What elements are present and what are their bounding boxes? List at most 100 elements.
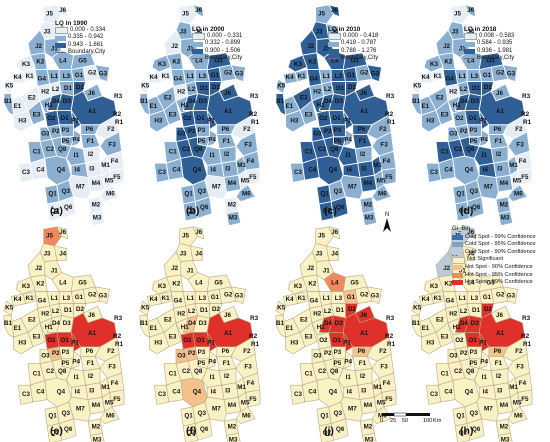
region-label-h1: H1: [45, 324, 54, 331]
region-label-j6: J6: [331, 7, 338, 14]
region-label-d4: D4: [460, 320, 469, 327]
region-label-m6: M6: [242, 191, 251, 198]
region-label-l2: L2: [52, 86, 60, 93]
region-label-p3: P3: [62, 349, 70, 356]
region-label-d2: D2: [484, 84, 493, 91]
legend-label: 0.000 - 0.334: [70, 27, 106, 34]
region-label-f2: F2: [515, 126, 523, 133]
caption-d: (d): [460, 205, 474, 217]
region-f3: [99, 353, 122, 379]
region-label-o2: O2: [47, 115, 56, 122]
region-label-j6: J6: [195, 229, 202, 236]
region-label-m1: M1: [101, 384, 110, 391]
region-label-q4: Q4: [57, 389, 66, 396]
region-label-f5: F5: [521, 396, 529, 403]
region-label-p3: P3: [198, 349, 206, 356]
region-j6: [328, 226, 340, 240]
region-m7: [204, 396, 227, 422]
legend-label: Cold Spot - 99% Confidence: [465, 233, 536, 240]
region-label-r1: R1: [523, 119, 532, 126]
region-label-r1: R1: [251, 341, 260, 348]
region-label-k2: K2: [444, 281, 453, 288]
region-label-k1: K1: [434, 73, 443, 80]
caption-e: (e): [50, 425, 63, 437]
region-p4: [342, 128, 354, 148]
region-label-l2: L2: [460, 308, 468, 315]
scale-tick-50: 50: [402, 418, 409, 424]
region-label-e2: E2: [436, 95, 444, 102]
region-label-g1: G1: [347, 72, 356, 79]
region-label-d4: D4: [188, 98, 197, 105]
region-label-f2: F2: [243, 126, 251, 133]
region-label-p4: P4: [480, 359, 488, 366]
region-label-f2: F2: [515, 348, 523, 355]
region-label-d2: D2: [348, 84, 357, 91]
region-label-q3: Q3: [198, 410, 207, 417]
region-label-c3: C3: [430, 391, 439, 398]
region-label-j4: J4: [195, 29, 202, 36]
region-label-c1: C1: [169, 371, 178, 378]
gi-bin-legend: Gi_Bin Cold Spot - 99% Confidence Cold S…: [452, 226, 536, 287]
region-label-j3: J3: [44, 251, 51, 258]
region-label-h2: H2: [41, 89, 50, 96]
region-label-l2: L2: [188, 86, 196, 93]
region-label-m2: M2: [500, 201, 509, 208]
region-j4: [462, 245, 475, 261]
region-label-b1: B1: [4, 320, 13, 327]
region-label-q6: Q6: [200, 204, 209, 211]
region-label-p2: P2: [188, 128, 196, 135]
region-f3: [507, 131, 531, 157]
region-label-j4: J4: [331, 29, 338, 36]
region-label-o1: O1: [468, 337, 477, 344]
region-label-o2: O2: [319, 115, 328, 122]
region-label-f5: F5: [249, 396, 257, 403]
legend-swatch-mid: [328, 41, 339, 47]
region-label-o1: O1: [60, 337, 69, 344]
region-label-l4: L4: [467, 57, 475, 64]
region-label-a1: A1: [88, 108, 97, 115]
region-label-q3: Q3: [198, 188, 207, 195]
region-label-j6b: J6: [224, 90, 231, 97]
region-p4: [70, 351, 82, 369]
region-label-j3: J3: [452, 29, 459, 36]
region-label-d1: D1: [64, 307, 73, 314]
region-label-m5: M5: [377, 399, 386, 406]
region-label-d3: D3: [63, 98, 72, 105]
region-label-q1: Q1: [320, 413, 329, 420]
region-label-a1: A1: [88, 330, 97, 337]
region-label-m3: M3: [229, 215, 238, 222]
region-label-p1: P1: [207, 339, 215, 346]
legend-swatch-hot90: [452, 265, 463, 271]
region-label-f5: F5: [113, 396, 121, 403]
region-q6: [330, 418, 349, 441]
region-label-j2: J2: [307, 43, 314, 50]
region-label-j6: J6: [59, 229, 66, 236]
region-label-c2: C2: [46, 146, 55, 153]
region-label-e3: E3: [33, 333, 41, 340]
region-label-q8: Q8: [58, 368, 67, 375]
region-j6: [464, 4, 477, 18]
region-label-p2: P2: [460, 350, 468, 357]
legend-boundary-line: [55, 51, 66, 53]
region-label-k3: K3: [294, 61, 303, 68]
legend-swatch-mid: [55, 35, 66, 41]
region-label-l1: L1: [459, 295, 467, 302]
region-j6: [56, 226, 68, 240]
region-m3: [497, 210, 514, 227]
region-label-l4: L4: [59, 279, 67, 286]
region-label-k2: K2: [308, 59, 317, 66]
legend-swatch-low: [328, 33, 341, 41]
region-label-h2: H2: [449, 89, 458, 96]
region-label-h1: H1: [453, 102, 462, 109]
legend-label: 0.900 - 1.506: [205, 47, 241, 54]
region-label-m4: M4: [92, 180, 101, 187]
hotspot-map-2010: J5 J6 J3 J2 J1 J4 K2 K3 K1 K4 K5 L4 L1 L2 L3 G4 G1 G2 G3 G5…: [272, 222, 407, 442]
region-label-q2: Q2: [323, 207, 332, 214]
region-label-d3: D3: [471, 320, 480, 327]
region-label-g5: G5: [350, 279, 359, 286]
region-label-h1: H1: [181, 324, 190, 331]
region-label-q8: Q8: [194, 368, 203, 375]
region-label-g3: G3: [235, 293, 244, 300]
region-label-p4: P4: [208, 359, 216, 366]
region-label-q4: Q4: [329, 167, 338, 174]
